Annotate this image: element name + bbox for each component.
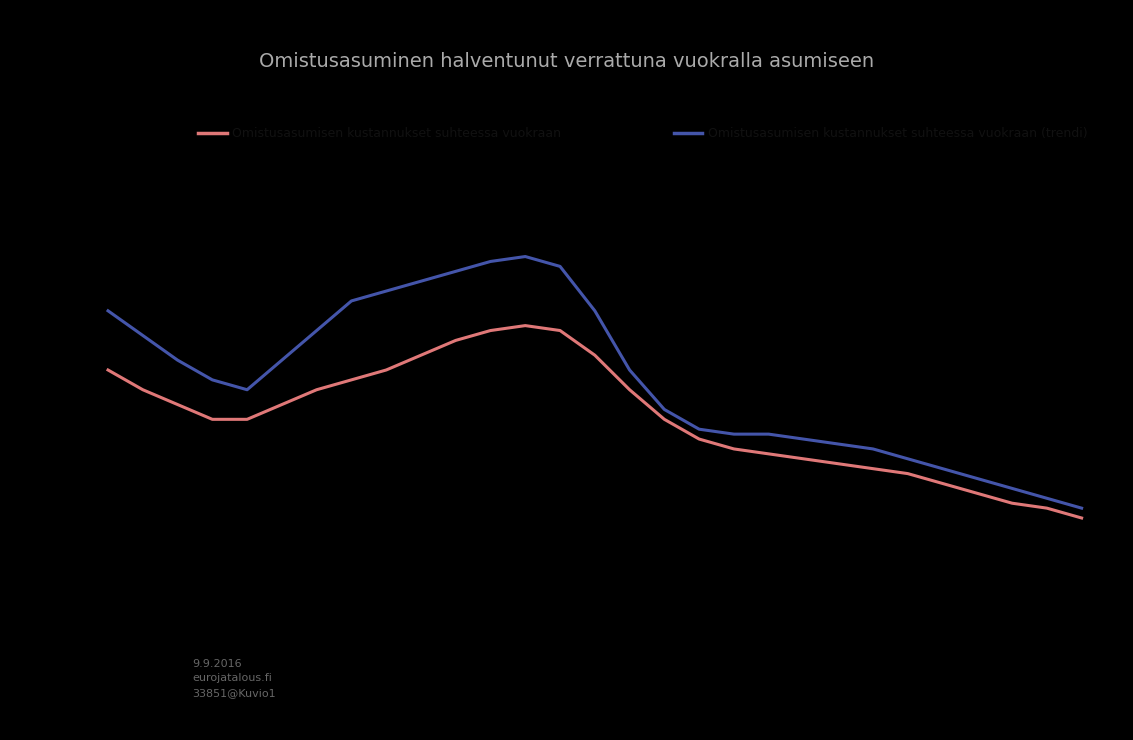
Text: Omistusasumisen kustannukset suhteessa vuokraan (trendi): Omistusasumisen kustannukset suhteessa v… xyxy=(708,127,1088,140)
Text: Omistusasuminen halventunut verrattuna vuokralla asumiseen: Omistusasuminen halventunut verrattuna v… xyxy=(259,52,874,71)
Text: 9.9.2016
eurojatalous.fi
33851@Kuvio1: 9.9.2016 eurojatalous.fi 33851@Kuvio1 xyxy=(193,659,276,699)
Text: Omistusasumisen kustannukset suhteessa vuokraan: Omistusasumisen kustannukset suhteessa v… xyxy=(232,127,561,140)
